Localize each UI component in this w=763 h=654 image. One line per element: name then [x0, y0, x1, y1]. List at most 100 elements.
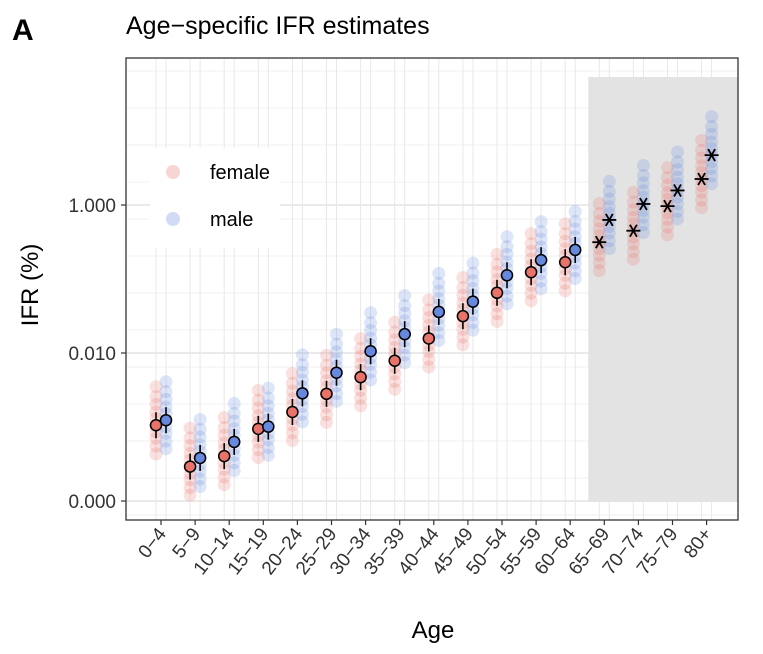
sample-point-male	[500, 247, 514, 261]
point-estimate-female	[286, 405, 299, 419]
sample-point-male	[193, 472, 207, 486]
sample-point-female	[558, 234, 572, 248]
observed-point-female	[592, 235, 607, 249]
sample-point-female	[558, 217, 572, 231]
sample-point-female	[217, 428, 231, 442]
sample-point-male	[602, 192, 616, 206]
sample-point-male	[671, 155, 684, 169]
point-estimates	[149, 148, 719, 473]
sample-point-male	[330, 345, 343, 359]
sample-point-male	[227, 448, 241, 462]
sample-point-male	[568, 204, 582, 218]
sample-point-female	[524, 278, 538, 292]
asterisk-stroke	[697, 172, 706, 186]
sample-point-male	[227, 406, 241, 420]
sample-point-male	[330, 379, 343, 393]
sample-point-male	[295, 407, 309, 421]
point-estimate-male	[364, 345, 377, 358]
sample-point-female	[149, 447, 163, 461]
sample-point-male	[671, 204, 684, 218]
sample-point-male	[568, 256, 582, 270]
sample-point-male	[636, 204, 650, 218]
sample-point-female	[456, 288, 470, 302]
point-estimate-male	[534, 253, 548, 267]
sample-point-female	[626, 230, 640, 244]
sample-point-male	[534, 274, 548, 288]
sample-point-female	[149, 431, 163, 445]
sample-point-male	[159, 434, 173, 448]
sample-point-female	[388, 333, 402, 347]
sample-point-female	[422, 303, 436, 317]
sample-point-male	[398, 299, 412, 313]
sample-point-male	[466, 256, 480, 270]
shaded-region	[588, 77, 738, 502]
sample-point-male	[602, 226, 616, 240]
y-axis-title: IFR (%)	[17, 244, 44, 327]
sample-point-female	[456, 271, 470, 285]
sample-point-male	[432, 276, 446, 290]
sample-point-male	[602, 220, 616, 234]
sample-point-female	[695, 193, 709, 207]
sample-point-female	[695, 201, 709, 215]
sample-point-female	[183, 431, 197, 445]
sample-point-female	[149, 439, 163, 453]
sample-point-male	[398, 348, 412, 362]
sample-point-male	[227, 464, 241, 478]
sample-point-male	[705, 155, 719, 169]
point-estimate-female	[490, 286, 504, 300]
sample-point-male	[364, 323, 378, 337]
point-estimate-male	[500, 269, 514, 282]
sample-point-female	[320, 415, 333, 429]
point-estimate-female	[320, 387, 333, 401]
observed-point-male	[670, 183, 685, 197]
asterisk-stroke	[707, 148, 716, 162]
sample-point-female	[217, 470, 231, 484]
sample-point-male	[671, 177, 684, 191]
point-estimate-male	[568, 243, 582, 257]
sample-point-female	[422, 311, 436, 325]
sample-point-female	[422, 345, 436, 359]
point-estimate-male	[262, 420, 275, 433]
sample-point-male	[671, 145, 684, 159]
sample-point-male	[295, 400, 309, 414]
sample-point-male	[364, 306, 378, 320]
sample-point-female	[251, 383, 265, 397]
sample-point-male	[193, 430, 207, 444]
sample-point-male	[705, 127, 719, 141]
sample-point-female	[388, 315, 402, 329]
sample-point-female	[285, 418, 299, 432]
point-estimate-male	[466, 295, 480, 308]
sample-point-female	[422, 352, 436, 366]
y-tick-label: 1.000	[68, 196, 116, 217]
sample-point-male	[602, 184, 616, 198]
sample-point-female	[388, 382, 402, 396]
sample-point-male	[705, 120, 719, 134]
sample-point-female	[217, 436, 231, 450]
sample-point-male	[398, 289, 412, 303]
sample-point-female	[695, 159, 709, 173]
sample-point-male	[159, 442, 173, 456]
sample-point-male	[534, 240, 548, 254]
sample-point-male	[432, 292, 446, 306]
sample-point-female	[661, 220, 674, 234]
sample-point-female	[320, 400, 333, 414]
point-estimate-female	[558, 255, 572, 269]
sample-point-male	[705, 177, 719, 191]
sample-point-female	[490, 257, 504, 271]
sample-point-female	[388, 341, 402, 355]
sample-point-female	[456, 281, 470, 295]
sample-point-female	[524, 294, 538, 308]
sample-point-female	[354, 399, 368, 413]
sample-point-male	[193, 480, 207, 494]
sample-point-male	[227, 396, 241, 410]
sample-point-male	[432, 266, 446, 280]
sample-point-female	[354, 391, 368, 405]
y-tick-label: 0.000	[68, 492, 116, 513]
sample-point-male	[159, 375, 173, 389]
sample-point-male	[568, 222, 582, 236]
sample-point-male	[193, 464, 207, 478]
sample-point-female	[285, 367, 299, 381]
sample-point-female	[661, 212, 674, 226]
sample-point-female	[490, 265, 504, 279]
sample-point-male	[500, 281, 514, 295]
